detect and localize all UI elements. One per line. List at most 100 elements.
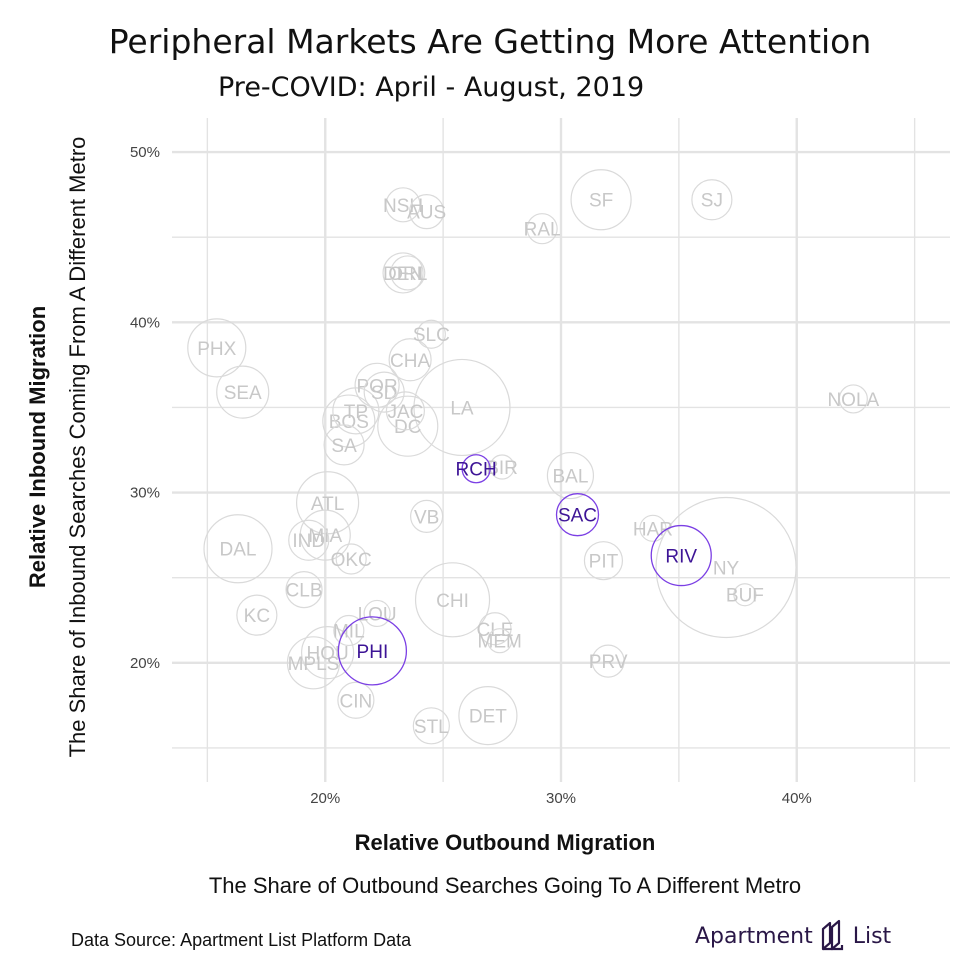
metro-bubble-mem: MEM bbox=[478, 628, 522, 654]
metro-bubble-sa: SA bbox=[323, 424, 365, 466]
metro-bubble-nola: NOLA bbox=[827, 384, 880, 414]
metro-bubble-ind: IND bbox=[288, 519, 330, 561]
chart-subtitle: Pre-COVID: April - August, 2019 bbox=[218, 72, 645, 103]
bubble-circle bbox=[288, 519, 330, 561]
bubble-circle bbox=[385, 187, 421, 223]
bubble-label: CHA bbox=[390, 351, 430, 372]
bubble-circle bbox=[216, 365, 270, 419]
bubble-label: SLC bbox=[413, 325, 450, 346]
metro-bubble-cha: CHA bbox=[388, 338, 432, 382]
bubble-circle bbox=[322, 394, 376, 448]
bubble-label: MPLS bbox=[288, 654, 340, 675]
metro-bubble-slc: SLC bbox=[413, 319, 450, 349]
x-tick-label: 30% bbox=[546, 790, 576, 807]
metro-bubble-dal: DAL bbox=[203, 514, 273, 584]
metro-bubble-kc: KC bbox=[236, 594, 278, 636]
apartment-list-logo: Apartment List bbox=[695, 916, 891, 956]
bubble-label: ATL bbox=[311, 494, 344, 515]
bubble-circle bbox=[236, 594, 278, 636]
metro-bubble-phi: PHI bbox=[337, 616, 408, 686]
bubble-label: SJ bbox=[701, 191, 723, 212]
bubble-circle bbox=[416, 319, 446, 349]
bubble-label: STL bbox=[414, 717, 449, 738]
metro-bubble-dc: DC bbox=[377, 395, 439, 457]
metro-bubble-riv: RIV bbox=[650, 524, 712, 587]
bubble-circle bbox=[377, 395, 439, 457]
bubble-circle bbox=[301, 626, 355, 680]
bubble-circle bbox=[337, 616, 408, 686]
bubble-label: MEM bbox=[478, 632, 522, 653]
y-tick-label: 50% bbox=[130, 144, 160, 161]
chart-title: Peripheral Markets Are Getting More Atte… bbox=[108, 22, 872, 61]
bubble-circle bbox=[458, 685, 518, 746]
bubble-circle bbox=[337, 681, 375, 719]
metro-bubble-den: DEN bbox=[382, 252, 424, 294]
bubble-label: TP bbox=[344, 402, 368, 423]
bubble-label: SA bbox=[331, 436, 357, 457]
bubble-label: DET bbox=[469, 707, 507, 728]
metro-bubble-rch: RCH bbox=[456, 454, 497, 484]
bubble-label: RAL bbox=[524, 220, 561, 241]
bubble-circle bbox=[285, 571, 323, 609]
bubble-circle bbox=[546, 451, 595, 500]
metro-bubble-prv: PRV bbox=[589, 644, 628, 678]
metro-bubble-det: DET bbox=[458, 685, 518, 746]
bubble-label: RIV bbox=[665, 547, 697, 568]
y-tick-label: 40% bbox=[130, 314, 160, 331]
metro-bubble-atl: ATL bbox=[296, 471, 360, 535]
bubble-circle bbox=[363, 599, 391, 628]
bubble-label: DEN bbox=[383, 264, 423, 285]
bubble-circle bbox=[583, 541, 624, 581]
bubble-circle bbox=[299, 509, 351, 561]
bubble-label: NY bbox=[713, 558, 740, 579]
bubble-label: AUS bbox=[407, 203, 446, 224]
metro-bubble-okc: OKC bbox=[331, 543, 372, 575]
bubble-circle bbox=[390, 255, 426, 291]
metro-bubble-buf: BUF bbox=[726, 583, 764, 607]
bubble-label: NOLA bbox=[827, 390, 879, 411]
bubble-label: LA bbox=[450, 398, 474, 419]
bubble-label: BUF bbox=[726, 586, 764, 607]
metro-bubble-cin: CIN bbox=[337, 681, 375, 719]
bubble-circle bbox=[410, 499, 444, 534]
x-axis-sublabel: The Share of Outbound Searches Going To … bbox=[208, 873, 802, 898]
y-axis-label: Relative Inbound Migration bbox=[25, 305, 50, 589]
metro-bubble-sac: SAC bbox=[555, 493, 600, 537]
bubble-label: PHI bbox=[357, 642, 389, 663]
metro-bubble-stl: STL bbox=[412, 707, 450, 745]
data-source-note: Data Source: Apartment List Platform Dat… bbox=[71, 930, 412, 950]
bubble-label: CIN bbox=[340, 691, 373, 712]
metro-bubble-mia: MIA bbox=[299, 509, 351, 561]
metro-bubble-orl: ORL bbox=[388, 255, 427, 291]
bubble-label: SEA bbox=[224, 383, 262, 404]
bubble-label: SAC bbox=[558, 506, 597, 527]
metro-bubble-chi: CHI bbox=[414, 562, 491, 638]
metro-bubble-la: LA bbox=[413, 358, 511, 457]
bubble-label: MIA bbox=[308, 526, 342, 547]
bubble-circle bbox=[409, 194, 445, 230]
bubble-circle bbox=[478, 612, 512, 646]
y-tick-label: 30% bbox=[130, 485, 160, 502]
bubble-circle bbox=[555, 493, 600, 537]
x-tick-label: 20% bbox=[310, 790, 340, 807]
bubble-label: CLB bbox=[286, 581, 323, 602]
bubble-label: PRV bbox=[589, 652, 628, 673]
metro-bubble-aus: AUS bbox=[407, 194, 446, 230]
bubble-label: DC bbox=[394, 417, 421, 438]
data-points: NYLACHIDALATLSFDCPHXDETSEABOSHOUMPLSMIAT… bbox=[187, 169, 880, 746]
bubble-circle bbox=[461, 454, 491, 484]
y-tick-label: 20% bbox=[130, 655, 160, 672]
x-tick-label: 40% bbox=[782, 790, 812, 807]
bubble-circle bbox=[388, 338, 432, 382]
metro-bubble-mpls: MPLS bbox=[286, 636, 341, 690]
bubble-circle bbox=[733, 583, 757, 607]
bubble-circle bbox=[286, 636, 341, 690]
metro-bubble-ral: RAL bbox=[524, 213, 561, 245]
logo-text-right: List bbox=[852, 923, 892, 949]
metro-bubble-sea: SEA bbox=[216, 365, 270, 419]
bubble-label: BOS bbox=[329, 412, 369, 433]
metro-bubble-phx: PHX bbox=[187, 318, 247, 378]
metro-bubble-bal: BAL bbox=[546, 451, 595, 500]
bubble-circle bbox=[354, 362, 400, 408]
bubble-circle bbox=[650, 524, 712, 587]
